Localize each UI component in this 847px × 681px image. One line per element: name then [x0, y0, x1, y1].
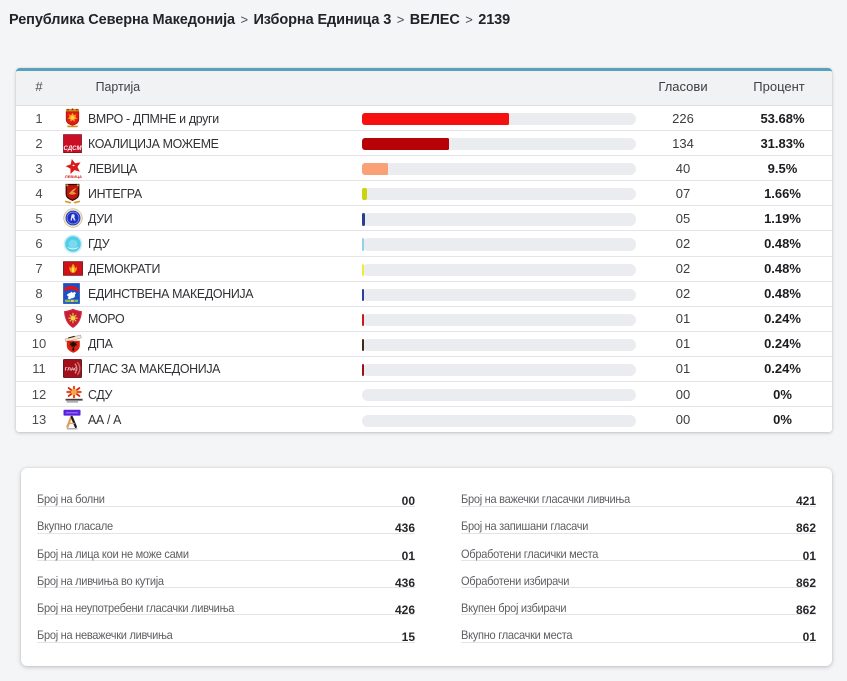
- svg-text:ЛЕВИЦА: ЛЕВИЦА: [65, 174, 82, 179]
- svg-text:ГЛАС: ГЛАС: [65, 367, 78, 373]
- svg-text:СДСМ: СДСМ: [64, 146, 83, 152]
